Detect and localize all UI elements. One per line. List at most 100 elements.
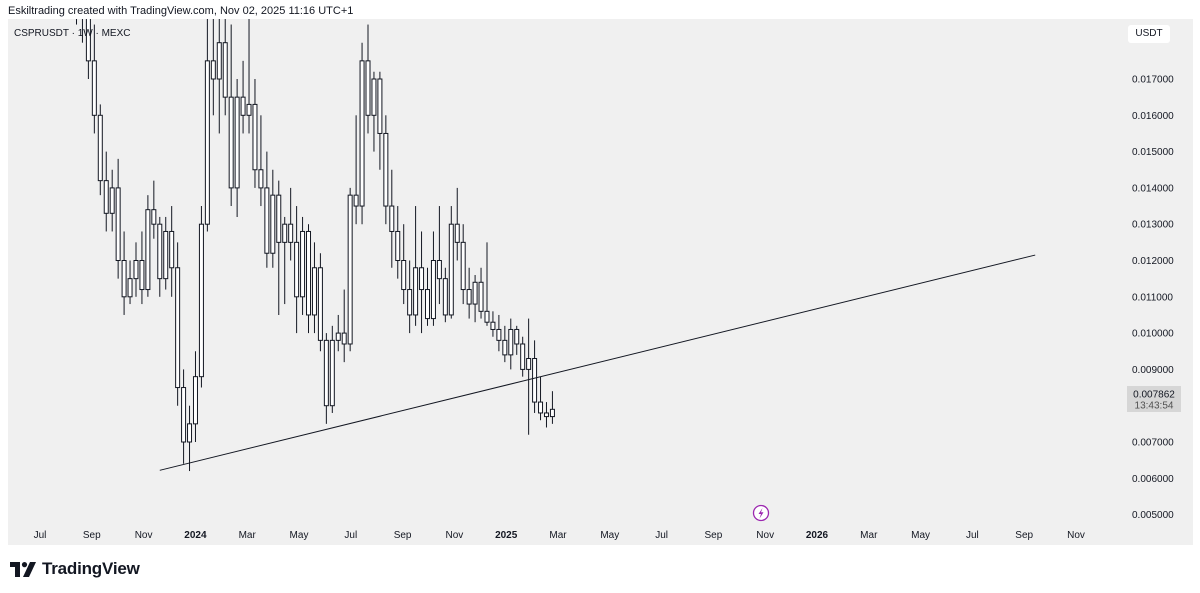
candle[interactable]: [347, 187, 353, 352]
y-tick-label: 0.014000: [1132, 183, 1174, 194]
candle[interactable]: [538, 376, 544, 421]
symbol-info[interactable]: CSPRUSDT · 1W · MEXC: [14, 28, 131, 39]
tradingview-logo-icon: [10, 561, 36, 577]
candle[interactable]: [430, 231, 436, 326]
candle[interactable]: [282, 216, 288, 305]
candle[interactable]: [442, 267, 448, 323]
candle[interactable]: [288, 187, 294, 261]
candle[interactable]: [187, 405, 193, 472]
candle[interactable]: [121, 231, 127, 315]
candle[interactable]: [198, 206, 204, 388]
candle[interactable]: [472, 275, 478, 323]
candle[interactable]: [502, 325, 508, 363]
candle[interactable]: [127, 260, 133, 305]
candle[interactable]: [311, 242, 317, 334]
candle[interactable]: [115, 158, 121, 279]
candle[interactable]: [436, 206, 442, 305]
candle[interactable]: [490, 311, 496, 337]
candle[interactable]: [549, 391, 555, 424]
candle[interactable]: [424, 267, 430, 326]
candle[interactable]: [234, 79, 240, 217]
x-tick-label: Sep: [394, 530, 412, 541]
currency-button[interactable]: USDT: [1128, 25, 1170, 43]
x-tick-label: 2024: [184, 530, 207, 541]
x-tick-label: Nov: [756, 530, 774, 541]
x-tick-label: Mar: [549, 530, 567, 541]
candle[interactable]: [329, 325, 335, 413]
candle[interactable]: [181, 369, 187, 464]
candle[interactable]: [216, 6, 222, 134]
candle[interactable]: [359, 42, 365, 225]
candle[interactable]: [270, 169, 276, 268]
candle[interactable]: [80, 0, 84, 43]
candle[interactable]: [532, 340, 538, 413]
candle[interactable]: [496, 314, 502, 352]
candle[interactable]: [413, 206, 419, 326]
candle[interactable]: [543, 402, 549, 428]
x-tick-label: Sep: [83, 530, 101, 541]
candle[interactable]: [317, 253, 323, 352]
candle[interactable]: [294, 206, 300, 334]
x-tick-label: Sep: [705, 530, 723, 541]
footer-logo[interactable]: TradingView: [10, 559, 140, 579]
candle[interactable]: [341, 289, 347, 363]
candle[interactable]: [109, 169, 115, 232]
candle[interactable]: [204, 0, 210, 232]
candle[interactable]: [454, 187, 460, 261]
candle[interactable]: [306, 224, 312, 334]
candle[interactable]: [389, 169, 395, 268]
candle[interactable]: [133, 242, 139, 297]
candle[interactable]: [335, 314, 341, 352]
candle[interactable]: [246, 6, 252, 134]
candle[interactable]: [478, 267, 484, 319]
candle[interactable]: [371, 71, 377, 152]
candle[interactable]: [377, 71, 383, 170]
price-tag-bg: [1127, 386, 1181, 412]
y-tick-label: 0.006000: [1132, 474, 1174, 485]
candle[interactable]: [514, 325, 520, 355]
candle[interactable]: [210, 0, 216, 116]
candle[interactable]: [240, 60, 246, 134]
candle[interactable]: [508, 318, 514, 370]
candle[interactable]: [228, 24, 234, 207]
candle[interactable]: [526, 318, 532, 435]
candle[interactable]: [139, 231, 145, 305]
candle[interactable]: [85, 0, 91, 79]
candle[interactable]: [448, 206, 454, 319]
candle[interactable]: [395, 206, 401, 279]
candle[interactable]: [175, 242, 181, 406]
candle[interactable]: [222, 0, 228, 116]
candle[interactable]: [407, 260, 413, 334]
candle[interactable]: [258, 115, 264, 207]
candle[interactable]: [163, 216, 169, 290]
candle[interactable]: [401, 224, 407, 305]
candle[interactable]: [484, 242, 490, 326]
candle[interactable]: [97, 104, 103, 196]
candle[interactable]: [145, 195, 151, 297]
candle[interactable]: [169, 206, 175, 297]
flash-icon[interactable]: [752, 504, 770, 522]
candle[interactable]: [300, 216, 306, 315]
candle[interactable]: [264, 151, 270, 268]
trendline[interactable]: [159, 254, 1036, 471]
candle[interactable]: [252, 79, 258, 188]
time-axis: Jul Sep Nov 2024 Mar May Jul Sep Nov 2025 Mar May Ju…: [34, 530, 1085, 541]
candle[interactable]: [157, 216, 163, 297]
candle[interactable]: [460, 224, 466, 305]
candle[interactable]: [466, 267, 472, 319]
price-tag-value: 0.007862: [1133, 390, 1175, 401]
candle[interactable]: [383, 115, 389, 225]
candle[interactable]: [353, 115, 359, 225]
y-tick-label: 0.015000: [1132, 147, 1174, 158]
candle[interactable]: [276, 180, 282, 315]
candle[interactable]: [91, 24, 97, 134]
candle[interactable]: [151, 180, 157, 239]
candle[interactable]: [74, 0, 78, 25]
candle[interactable]: [419, 231, 425, 334]
candle[interactable]: [103, 151, 109, 232]
candle[interactable]: [192, 351, 198, 442]
candle[interactable]: [323, 333, 329, 424]
candle[interactable]: [365, 24, 371, 134]
candle[interactable]: [520, 336, 526, 377]
